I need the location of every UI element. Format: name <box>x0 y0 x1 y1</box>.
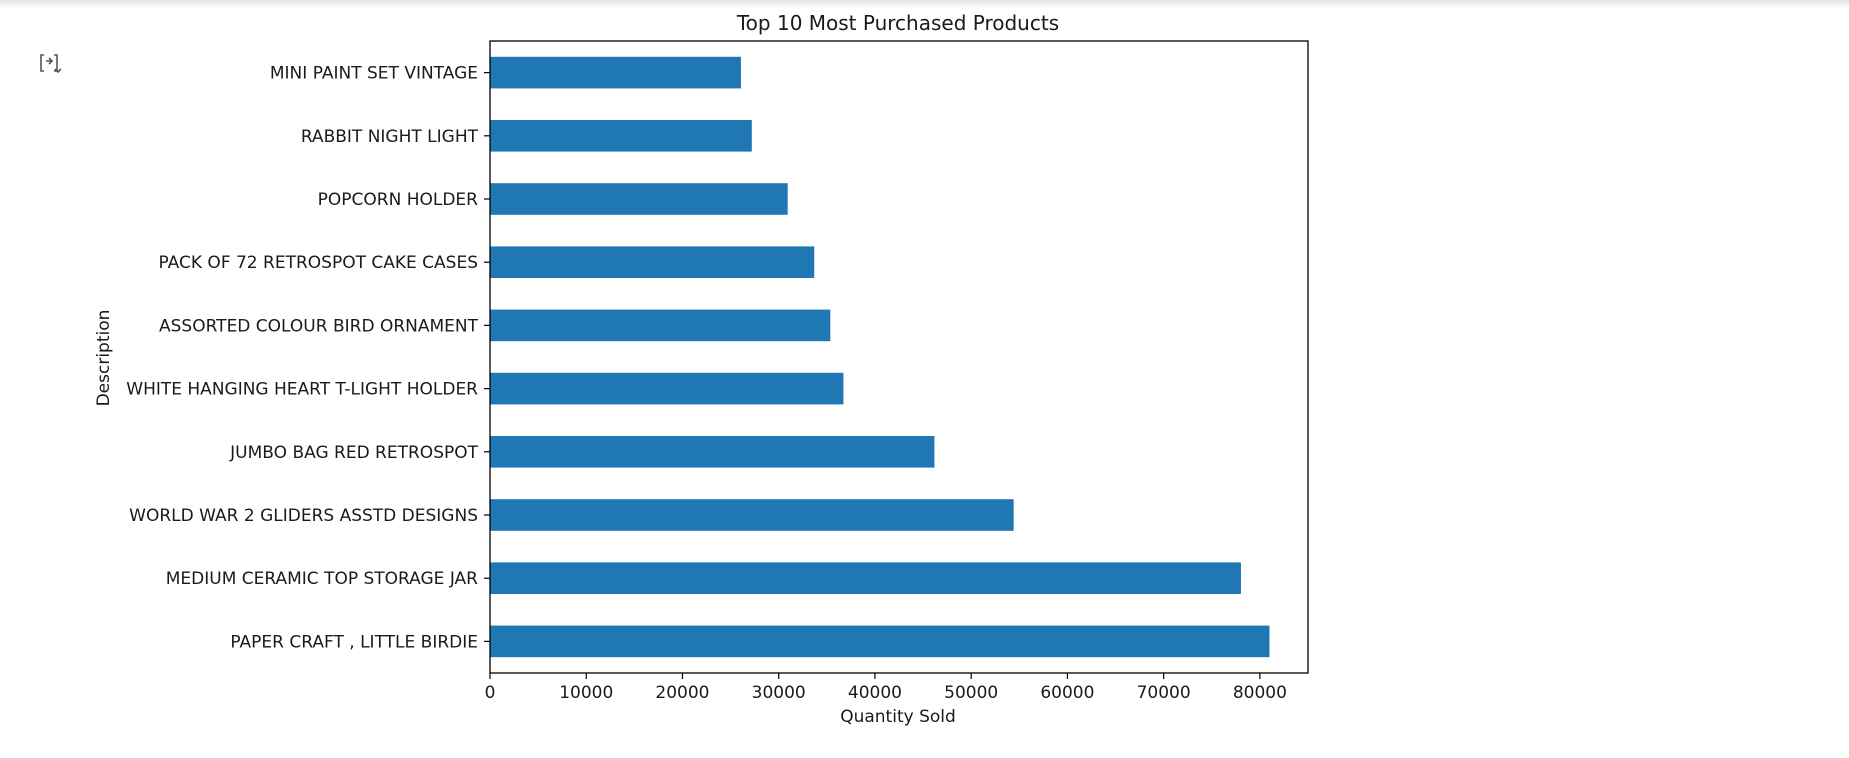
bar <box>490 56 741 89</box>
bar <box>490 372 844 405</box>
output-toggle-icon[interactable] <box>38 50 64 76</box>
output-toggle-icon-glyph <box>40 54 62 74</box>
y-tick-label: PACK OF 72 RETROSPOT CAKE CASES <box>159 253 478 273</box>
y-tick-label: JUMBO BAG RED RETROSPOT <box>229 443 478 463</box>
x-tick-label: 0 <box>485 683 496 703</box>
y-tick-label: POPCORN HOLDER <box>318 190 479 210</box>
x-tick-label: 20000 <box>655 683 709 703</box>
cell-top-shadow <box>0 0 1849 8</box>
bars-layer <box>490 56 1270 658</box>
x-tick-label: 50000 <box>944 683 998 703</box>
bar <box>490 183 788 215</box>
bar <box>490 246 815 278</box>
plot-frame <box>489 40 1309 674</box>
x-tick-label: 70000 <box>1137 683 1191 703</box>
bar <box>490 625 1270 658</box>
y-tick-label: MEDIUM CERAMIC TOP STORAGE JAR <box>166 569 478 589</box>
y-tick-label: WORLD WAR 2 GLIDERS ASSTD DESIGNS <box>129 506 478 526</box>
bar <box>490 120 752 152</box>
bar <box>490 499 1014 531</box>
y-ticks-layer: PAPER CRAFT , LITTLE BIRDIE MEDIUM CERAMI… <box>126 64 490 652</box>
x-tick-label: 80000 <box>1233 683 1287 703</box>
y-tick-label: MINI PAINT SET VINTAGE <box>270 64 478 84</box>
y-tick-label: ASSORTED COLOUR BIRD ORNAMENT <box>159 316 479 336</box>
x-ticks-layer: 0 10000 20000 30000 40000 50000 60000 70000 8000… <box>485 673 1287 703</box>
y-tick-label: WHITE HANGING HEART T-LIGHT HOLDER <box>126 380 478 400</box>
x-tick-label: 40000 <box>848 683 902 703</box>
y-tick-label: RABBIT NIGHT LIGHT <box>301 127 479 147</box>
x-tick-label: 60000 <box>1040 683 1094 703</box>
bar <box>490 309 831 342</box>
x-tick-label: 10000 <box>559 683 613 703</box>
x-axis-label: Quantity Sold <box>840 707 956 727</box>
y-axis-label: Description <box>94 310 114 407</box>
chart-title: Top 10 Most Purchased Products <box>736 11 1059 35</box>
y-tick-label: PAPER CRAFT , LITTLE BIRDIE <box>230 632 478 652</box>
bar <box>490 436 935 468</box>
x-tick-label: 30000 <box>752 683 806 703</box>
bar <box>490 562 1241 594</box>
